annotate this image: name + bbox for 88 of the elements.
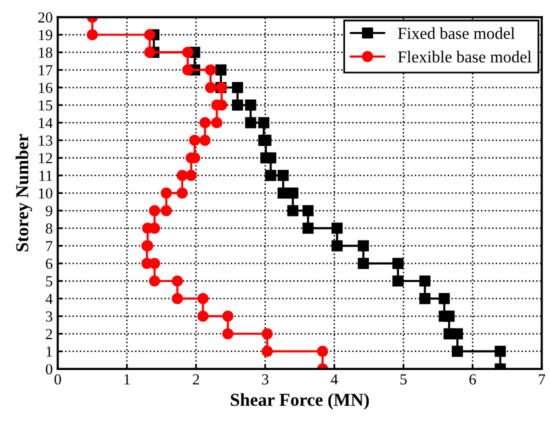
point — [452, 346, 463, 357]
x-tick-label: 6 — [469, 374, 476, 385]
y-tick-label: 9 — [46, 206, 52, 216]
point — [160, 205, 172, 216]
y-tick-label: 14 — [38, 118, 53, 128]
point — [176, 170, 188, 182]
y-tick-label: 1 — [46, 346, 52, 357]
y-tick-label: 18 — [38, 47, 52, 58]
point — [172, 275, 183, 287]
point — [358, 258, 369, 269]
y-tick-label: 12 — [38, 153, 52, 164]
point — [392, 258, 404, 269]
point — [245, 117, 256, 128]
point — [262, 328, 273, 340]
x-axis-title: Shear Force (MN) — [230, 393, 369, 410]
x-tick-label: 7 — [538, 374, 546, 384]
point — [287, 187, 298, 199]
point — [160, 187, 172, 199]
x-tick-label: 0 — [54, 374, 61, 385]
point — [260, 152, 272, 164]
point — [494, 346, 506, 357]
y-tick-label: 19 — [38, 30, 52, 40]
y-tick-label: 17 — [38, 65, 52, 76]
point — [148, 205, 160, 216]
x-tick-label: 1 — [124, 374, 130, 384]
point — [302, 222, 314, 234]
point — [182, 46, 194, 58]
y-tick-label: 20 — [38, 12, 52, 23]
legend-label: Fixed base model — [398, 27, 515, 39]
point — [262, 346, 273, 357]
point — [265, 170, 276, 182]
point — [438, 293, 450, 304]
point — [205, 64, 216, 76]
point — [444, 328, 455, 340]
y-tick-label: 11 — [40, 170, 52, 181]
x-tick-label: 2 — [192, 374, 200, 384]
point — [438, 310, 450, 322]
point — [358, 240, 369, 252]
y-tick-label: 6 — [46, 258, 52, 269]
point — [392, 275, 404, 287]
point — [232, 82, 244, 94]
y-tick-label: 16 — [38, 82, 52, 93]
point — [86, 29, 98, 40]
point — [144, 46, 156, 58]
legend-label: Flexible base model — [398, 50, 532, 63]
point — [197, 293, 209, 304]
point — [172, 293, 183, 304]
point — [199, 134, 211, 146]
point — [278, 170, 289, 182]
point — [182, 64, 194, 76]
x-tick-label: 5 — [400, 374, 407, 385]
point — [205, 82, 216, 94]
point — [258, 117, 270, 128]
y-tick-label: 13 — [38, 135, 52, 146]
y-tick-label: 4 — [46, 294, 53, 304]
point — [215, 64, 226, 76]
point — [211, 117, 222, 128]
point — [278, 187, 289, 199]
y-tick-label: 10 — [38, 188, 52, 198]
point — [189, 134, 200, 146]
x-tick-label: 4 — [330, 374, 338, 384]
point — [332, 240, 343, 252]
point — [245, 100, 256, 111]
point — [199, 117, 211, 128]
y-tick-label: 15 — [38, 100, 52, 111]
y-tick-label: 3 — [46, 311, 52, 322]
point — [148, 275, 160, 287]
point — [317, 346, 328, 357]
y-tick-label: 5 — [46, 276, 52, 286]
x-tick-label: 3 — [262, 374, 268, 385]
y-tick-label: 2 — [46, 328, 52, 340]
y-tick-label: 7 — [46, 241, 52, 252]
point — [302, 205, 314, 216]
point — [222, 310, 234, 322]
point — [144, 29, 156, 40]
point — [419, 293, 430, 304]
y-tick-label: 0 — [46, 364, 52, 374]
point — [186, 170, 197, 182]
point — [287, 205, 298, 216]
point — [332, 222, 343, 234]
y-tick-label: 8 — [46, 223, 52, 234]
point — [222, 328, 234, 340]
point — [232, 100, 244, 111]
point — [419, 275, 430, 287]
point — [197, 310, 209, 322]
y-axis-title: Storey Number — [16, 134, 32, 252]
point — [176, 187, 188, 199]
point — [141, 258, 152, 269]
